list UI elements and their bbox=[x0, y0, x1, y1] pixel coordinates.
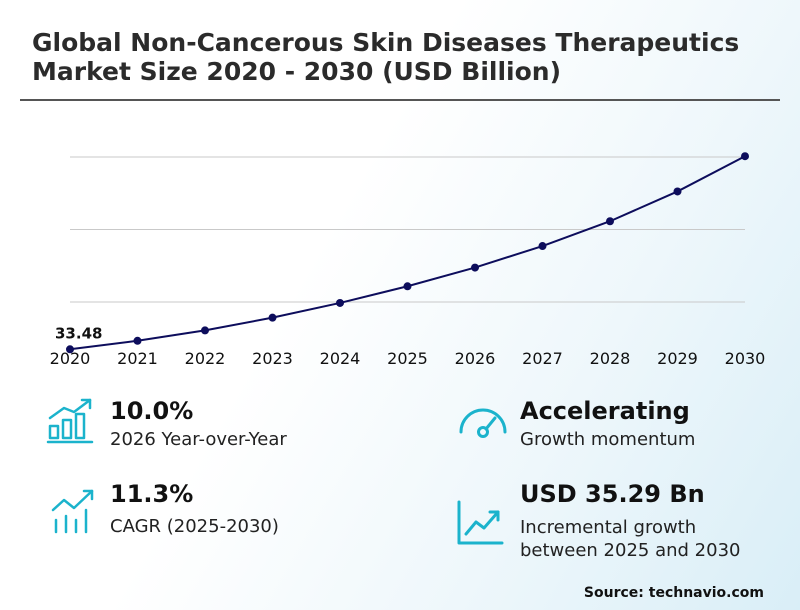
x-tick-label: 2023 bbox=[252, 349, 293, 368]
data-point bbox=[133, 336, 142, 345]
line-chart-up-icon bbox=[457, 500, 504, 545]
trend-bars-icon bbox=[51, 489, 94, 534]
x-tick-label: 2029 bbox=[657, 349, 698, 368]
x-tick-label: 2028 bbox=[590, 349, 631, 368]
data-label: 33.48 bbox=[55, 324, 102, 342]
title-divider bbox=[20, 99, 780, 101]
data-point bbox=[268, 313, 277, 322]
kpi-cagr-label: CAGR (2025-2030) bbox=[110, 516, 279, 537]
data-point bbox=[336, 298, 344, 307]
data-point bbox=[606, 217, 614, 226]
source-credit: Source: technavio.com bbox=[583, 585, 764, 601]
kpi-cagr-value: 11.3% bbox=[110, 480, 194, 508]
kpi-momentum-value: Accelerating bbox=[520, 397, 690, 425]
kpi-yoy-label: 2026 Year-over-Year bbox=[110, 429, 287, 450]
x-tick-label: 2021 bbox=[117, 349, 158, 368]
x-tick-label: 2025 bbox=[387, 349, 428, 368]
x-tick-label: 2027 bbox=[522, 349, 563, 368]
x-tick-label: 2022 bbox=[185, 349, 226, 368]
data-point bbox=[538, 242, 547, 251]
data-point bbox=[66, 345, 74, 354]
kpi-incremental-label-line1: Incremental growth bbox=[520, 517, 697, 538]
speedometer-icon bbox=[459, 408, 507, 438]
data-point bbox=[471, 263, 479, 272]
bar-chart-growth-icon bbox=[46, 398, 94, 444]
data-point bbox=[673, 187, 682, 196]
series-line bbox=[69, 155, 746, 351]
x-tick-label: 2030 bbox=[725, 349, 766, 368]
data-point bbox=[201, 326, 209, 335]
data-point bbox=[403, 282, 412, 291]
kpi-incremental-value: USD 35.29 Bn bbox=[520, 480, 705, 508]
x-tick-label: 2024 bbox=[320, 349, 361, 368]
line-chart: 33.48 2020 2021 2022 2023 2024 2025 2026 2027 202… bbox=[50, 152, 766, 368]
kpi-momentum-label: Growth momentum bbox=[520, 429, 696, 450]
kpi-incremental-label-line2: between 2025 and 2030 bbox=[520, 540, 741, 561]
x-tick-label: 2020 bbox=[50, 349, 91, 368]
x-tick-label: 2026 bbox=[455, 349, 496, 368]
data-point bbox=[741, 152, 749, 161]
kpi-yoy-value: 10.0% bbox=[110, 397, 194, 425]
chart-title: Global Non-Cancerous Skin Diseases Thera… bbox=[32, 28, 740, 86]
